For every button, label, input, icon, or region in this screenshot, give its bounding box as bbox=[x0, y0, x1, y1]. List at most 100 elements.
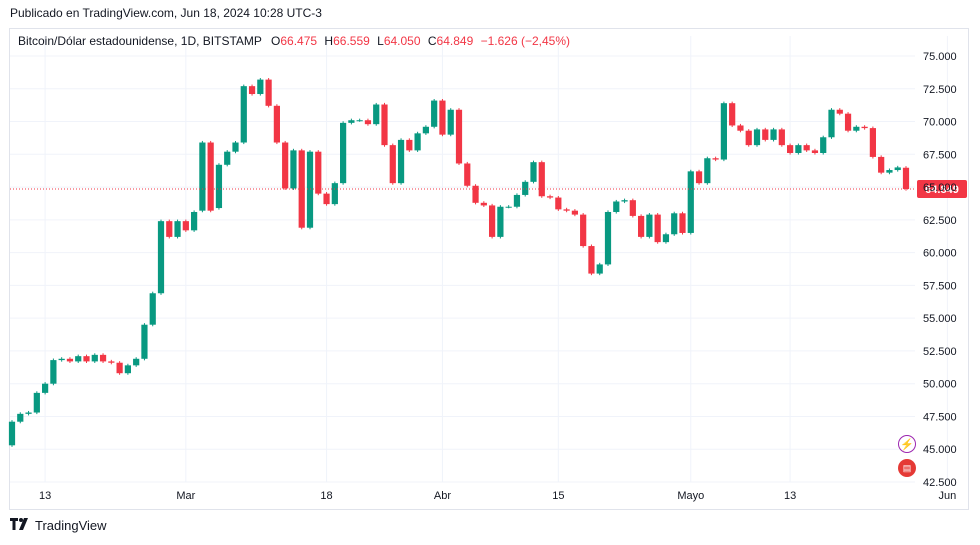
candle-body[interactable] bbox=[571, 210, 578, 215]
candle-body[interactable] bbox=[447, 109, 454, 135]
candle-body[interactable] bbox=[348, 120, 355, 123]
candle-body[interactable] bbox=[712, 158, 719, 160]
candle-body[interactable] bbox=[364, 120, 372, 125]
candle-body[interactable] bbox=[588, 246, 595, 274]
candle-body[interactable] bbox=[505, 206, 512, 208]
candle-body[interactable] bbox=[762, 129, 769, 140]
candle-body[interactable] bbox=[58, 358, 65, 361]
candle-body[interactable] bbox=[811, 150, 819, 153]
candle-body[interactable] bbox=[820, 137, 827, 153]
candle-body[interactable] bbox=[621, 200, 628, 202]
candle-body[interactable] bbox=[687, 171, 694, 233]
candle-body[interactable] bbox=[224, 151, 231, 165]
candle-body[interactable] bbox=[439, 100, 446, 135]
candle-body[interactable] bbox=[157, 221, 165, 294]
candle-body[interactable] bbox=[472, 185, 479, 203]
candle-body[interactable] bbox=[720, 103, 727, 160]
candle-body[interactable] bbox=[464, 163, 471, 186]
candle-body[interactable] bbox=[555, 197, 562, 210]
candle-body[interactable] bbox=[232, 142, 239, 152]
candle-body[interactable] bbox=[17, 413, 24, 422]
candle-body[interactable] bbox=[654, 214, 661, 243]
candle-body[interactable] bbox=[149, 293, 156, 325]
candle-body[interactable] bbox=[795, 145, 802, 153]
candle-body[interactable] bbox=[422, 126, 429, 134]
candle-body[interactable] bbox=[753, 129, 761, 146]
candle-body[interactable] bbox=[124, 365, 131, 374]
candle-body[interactable] bbox=[191, 211, 198, 231]
candle-body[interactable] bbox=[853, 126, 860, 131]
candle-body[interactable] bbox=[282, 142, 289, 189]
candle-body[interactable] bbox=[373, 104, 380, 125]
candle-body[interactable] bbox=[265, 79, 272, 106]
candle-body[interactable] bbox=[207, 142, 214, 211]
candle-body[interactable] bbox=[646, 214, 653, 237]
candle-body[interactable] bbox=[861, 126, 868, 129]
candle-body[interactable] bbox=[671, 213, 678, 235]
candle-body[interactable] bbox=[108, 361, 115, 363]
candle-body[interactable] bbox=[75, 356, 82, 362]
candle-body[interactable] bbox=[66, 358, 74, 362]
symbol-label[interactable]: Bitcoin/Dólar estadounidense, 1D, BITSTA… bbox=[18, 34, 262, 48]
lightning-icon[interactable]: ⚡ bbox=[898, 435, 916, 453]
candle-body[interactable] bbox=[397, 139, 405, 184]
candle-body[interactable] bbox=[828, 109, 835, 138]
candle-body[interactable] bbox=[563, 209, 570, 211]
candle-body[interactable] bbox=[273, 105, 280, 143]
candle-body[interactable] bbox=[99, 354, 107, 362]
footer-brand[interactable]: TradingView bbox=[35, 518, 107, 533]
candle-body[interactable] bbox=[381, 104, 388, 146]
candle-body[interactable] bbox=[455, 109, 463, 164]
candle-body[interactable] bbox=[431, 100, 438, 127]
candle-body[interactable] bbox=[8, 421, 16, 446]
candle-body[interactable] bbox=[306, 151, 314, 228]
candle-body[interactable] bbox=[902, 167, 910, 190]
candle-body[interactable] bbox=[745, 130, 752, 146]
candle-body[interactable] bbox=[538, 162, 545, 197]
candle-body[interactable] bbox=[836, 109, 843, 114]
candle-body[interactable] bbox=[803, 145, 810, 151]
candle-body[interactable] bbox=[406, 139, 413, 151]
candle-body[interactable] bbox=[315, 151, 322, 194]
candle-body[interactable] bbox=[248, 86, 256, 95]
candle-body[interactable] bbox=[869, 128, 876, 157]
candle-body[interactable] bbox=[356, 120, 363, 122]
candle-body[interactable] bbox=[182, 221, 189, 231]
candle-body[interactable] bbox=[389, 145, 396, 184]
candle-body[interactable] bbox=[787, 145, 794, 153]
candle-body[interactable] bbox=[729, 103, 736, 126]
candle-body[interactable] bbox=[629, 200, 636, 216]
candle-body[interactable] bbox=[604, 211, 612, 265]
candle-body[interactable] bbox=[166, 221, 173, 237]
candle-body[interactable] bbox=[778, 129, 785, 146]
candle-body[interactable] bbox=[174, 221, 181, 237]
candle-body[interactable] bbox=[770, 129, 777, 140]
candle-body[interactable] bbox=[215, 164, 223, 209]
candle-body[interactable] bbox=[613, 201, 620, 212]
candle-body[interactable] bbox=[141, 324, 148, 359]
candle-body[interactable] bbox=[704, 158, 711, 184]
candle-body[interactable] bbox=[596, 264, 603, 274]
candle-body[interactable] bbox=[894, 167, 901, 171]
candle-body[interactable] bbox=[662, 234, 670, 243]
candle-body[interactable] bbox=[133, 358, 140, 366]
candle-body[interactable] bbox=[530, 162, 537, 182]
candle-body[interactable] bbox=[737, 125, 744, 131]
tradingview-logo-icon[interactable] bbox=[10, 518, 30, 533]
candle-body[interactable] bbox=[679, 213, 686, 233]
candle-body[interactable] bbox=[497, 206, 504, 237]
candle-body[interactable] bbox=[290, 150, 297, 189]
candle-body[interactable] bbox=[33, 392, 40, 413]
candle-body[interactable] bbox=[886, 170, 893, 173]
us-flag-icon[interactable]: ▤ bbox=[898, 459, 916, 477]
candle-body[interactable] bbox=[513, 194, 521, 207]
candle-body[interactable] bbox=[638, 215, 645, 237]
candle-body[interactable] bbox=[116, 362, 123, 374]
candle-body[interactable] bbox=[42, 383, 49, 393]
candle-body[interactable] bbox=[25, 412, 32, 414]
candle-body[interactable] bbox=[695, 171, 703, 184]
candle-body[interactable] bbox=[340, 122, 347, 184]
candle-body[interactable] bbox=[546, 196, 554, 198]
candle-body[interactable] bbox=[580, 214, 587, 247]
